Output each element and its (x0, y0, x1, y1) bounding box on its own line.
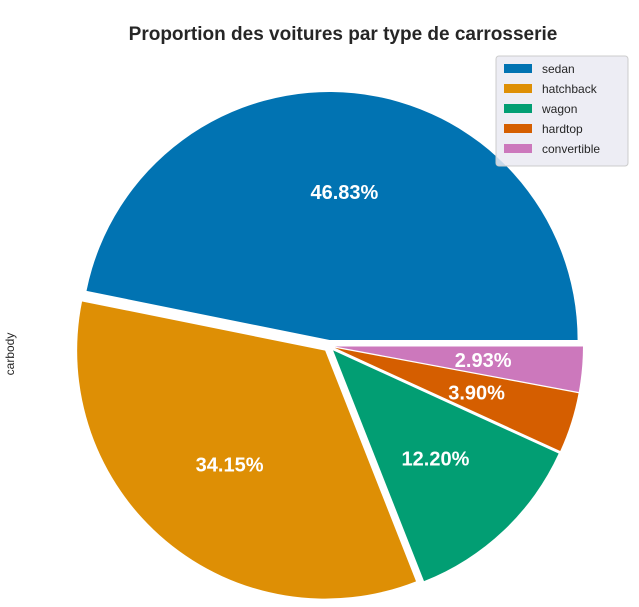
y-axis-label: carbody (3, 333, 17, 376)
pie-label-wagon: 12.20% (402, 448, 470, 470)
chart-title: Proportion des voitures par type de carr… (129, 24, 558, 45)
pie-percent-labels: 46.83% 34.15% 12.20% 3.90% 2.93% (196, 182, 512, 477)
legend-swatch-hardtop (504, 124, 532, 133)
legend-label-convertible: convertible (542, 142, 600, 156)
pie-slice-hardtop (334, 347, 579, 451)
legend-label-wagon: wagon (541, 102, 577, 116)
legend: sedan hatchback wagon hardtop convertible (495, 55, 629, 167)
pie-slices (77, 92, 583, 599)
legend-label-sedan: sedan (542, 62, 575, 76)
pie-label-hardtop: 3.90% (448, 383, 505, 405)
pie-slice-hatchback (77, 301, 417, 599)
legend-swatch-sedan (504, 64, 532, 73)
pie-slice-sedan (86, 92, 578, 341)
legend-label-hatchback: hatchback (542, 82, 598, 96)
pie-label-convertible: 2.93% (455, 350, 512, 372)
legend-frame (495, 55, 629, 167)
pie-label-hatchback: 34.15% (196, 455, 264, 477)
legend-swatch-convertible (504, 144, 532, 153)
pie-label-sedan: 46.83% (310, 182, 378, 204)
legend-swatch-wagon (504, 104, 532, 113)
pie-slice-wagon (333, 350, 559, 582)
pie-slice-convertible (334, 346, 583, 392)
legend-label-hardtop: hardtop (542, 122, 583, 136)
legend-swatch-hatchback (504, 84, 532, 93)
